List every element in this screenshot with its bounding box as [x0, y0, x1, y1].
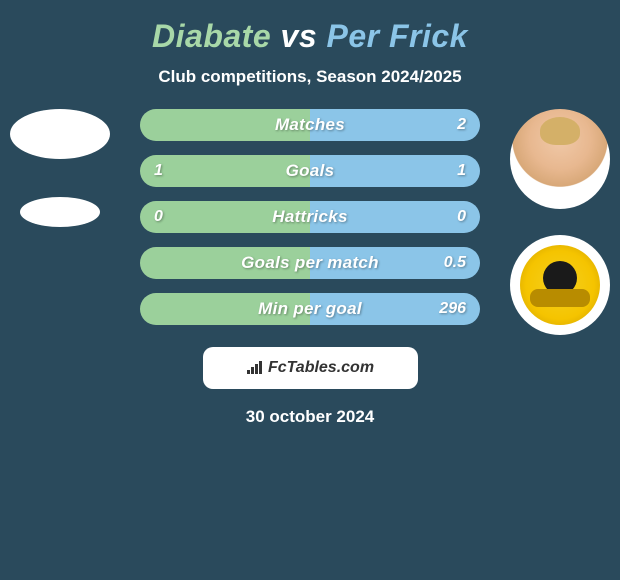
bar-chart-icon: [246, 361, 264, 375]
stat-row-goals-per-match: Goals per match 0.5: [140, 247, 480, 279]
player1-club-badge: [20, 197, 100, 227]
player1-name: Diabate: [152, 18, 271, 54]
player2-name: Per Frick: [327, 18, 468, 54]
stat-label: Min per goal: [258, 299, 362, 319]
brand-badge[interactable]: FcTables.com: [203, 347, 418, 389]
stat-label: Goals: [286, 161, 335, 181]
page-title: Diabate vs Per Frick: [0, 18, 620, 55]
stat-right-value: 0.5: [444, 254, 466, 272]
stat-label: Hattricks: [272, 207, 347, 227]
stat-right-value: 0: [457, 208, 466, 226]
stat-left-value: 1: [154, 162, 163, 180]
stat-row-matches: Matches 2: [140, 109, 480, 141]
stat-row-hattricks: 0 Hattricks 0: [140, 201, 480, 233]
player2-column: [510, 109, 610, 335]
player1-avatar: [10, 109, 110, 159]
stat-label: Goals per match: [241, 253, 379, 273]
stat-right-value: 1: [457, 162, 466, 180]
stat-left-value: 0: [154, 208, 163, 226]
player2-avatar: [510, 109, 610, 209]
vs-separator: vs: [281, 18, 318, 54]
brand-text: FcTables.com: [268, 359, 374, 377]
stat-bars: Matches 2 1 Goals 1 0 Hattricks 0 Goals …: [140, 109, 480, 325]
subtitle: Club competitions, Season 2024/2025: [0, 67, 620, 87]
date-text: 30 october 2024: [0, 407, 620, 427]
stat-row-min-per-goal: Min per goal 296: [140, 293, 480, 325]
stat-row-goals: 1 Goals 1: [140, 155, 480, 187]
stat-right-value: 296: [439, 300, 466, 318]
elfsborg-crest-icon: [520, 245, 600, 325]
comparison-card: Diabate vs Per Frick Club competitions, …: [0, 0, 620, 437]
player1-column: [10, 109, 110, 227]
player2-club-badge: [510, 235, 610, 335]
stat-right-value: 2: [457, 116, 466, 134]
stat-label: Matches: [275, 115, 345, 135]
stats-area: Matches 2 1 Goals 1 0 Hattricks 0 Goals …: [0, 109, 620, 325]
